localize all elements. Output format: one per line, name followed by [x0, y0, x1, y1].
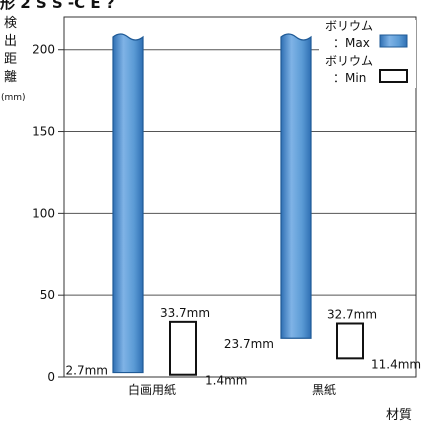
- legend-label: ：Max: [333, 36, 370, 50]
- legend-swatch-max: [379, 34, 408, 48]
- legend-swatch-min: [379, 69, 408, 83]
- legend: ボリウム ：Max ボリウム ：Min: [319, 19, 416, 88]
- data-label-min-top: 32.7mm: [327, 307, 377, 321]
- top-cut-text: 形 2 S S -C E ?: [0, 0, 115, 12]
- ylabel-char: 離: [4, 70, 17, 85]
- data-label-max-start: 23.7mm: [224, 337, 274, 351]
- y-tick-label: 150: [32, 125, 55, 139]
- bar-max: [280, 33, 312, 339]
- plot-frame: [63, 16, 417, 378]
- y-tick-label: 100: [32, 206, 55, 220]
- y-tick-labels: 0 50 100 150 200: [32, 43, 55, 384]
- ylabel-char: 検: [4, 16, 17, 31]
- data-label-min-start: 1.4mm: [205, 374, 247, 388]
- legend-label: ：Min: [333, 71, 366, 85]
- category-labels: 白画用紙 黒紙: [128, 382, 336, 397]
- data-label-min-start: 11.4mm: [371, 357, 421, 371]
- bar-min: [336, 322, 364, 360]
- legend-label: ボリウム: [325, 54, 373, 68]
- legend-label: ボリウム: [325, 19, 373, 33]
- bar-max: [112, 33, 144, 374]
- ylabel-unit: (mm): [1, 93, 26, 103]
- category-label: 黒紙: [312, 382, 336, 397]
- bar-min: [169, 320, 197, 376]
- bars: [112, 33, 364, 376]
- data-label-min-top: 33.7mm: [160, 306, 210, 320]
- ylabel-char: 距: [4, 52, 17, 67]
- data-labels: 2.7mm 33.7mm 1.4mm 23.7mm 32.7mm 11.4mm: [66, 306, 421, 388]
- data-label-max-start: 2.7mm: [66, 364, 108, 378]
- ylabel-char: 出: [4, 34, 17, 49]
- y-tick-label: 200: [32, 43, 55, 57]
- x-axis-label: 材質: [386, 408, 412, 423]
- y-tick-label: 50: [40, 288, 55, 302]
- category-label: 白画用紙: [128, 382, 176, 397]
- y-axis-label: 検 出 距 離 (mm): [1, 16, 26, 103]
- y-tick-label: 0: [47, 370, 55, 384]
